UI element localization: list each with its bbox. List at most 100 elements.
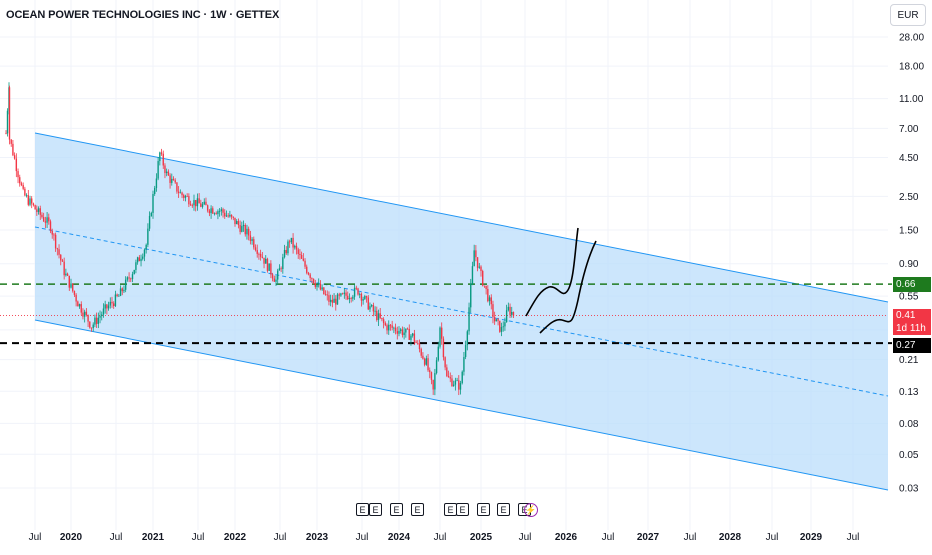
candle-body bbox=[297, 249, 299, 254]
candle-body bbox=[447, 375, 450, 378]
candle-body bbox=[78, 304, 81, 307]
last-price-tag: 0.41 1d 11h bbox=[893, 309, 931, 335]
channel-upper-line bbox=[34, 132, 889, 303]
candle-body bbox=[470, 283, 472, 308]
candle-body bbox=[251, 239, 253, 241]
candle-body bbox=[302, 258, 305, 261]
x-tick-label: 2027 bbox=[637, 532, 660, 543]
candle-body bbox=[321, 287, 323, 290]
candle-body bbox=[403, 332, 405, 335]
candle-body bbox=[326, 294, 328, 296]
candle-body bbox=[95, 317, 98, 324]
candle-body bbox=[290, 237, 293, 243]
candle-body bbox=[229, 214, 231, 217]
candle-body bbox=[478, 266, 480, 268]
candle-body bbox=[241, 226, 243, 232]
candle-body bbox=[200, 203, 202, 207]
candle-body bbox=[429, 370, 431, 373]
candle-body bbox=[181, 192, 183, 196]
candle-body bbox=[376, 310, 378, 321]
candle-body bbox=[507, 306, 510, 311]
x-tick-label: Jul bbox=[110, 532, 123, 543]
candle-body bbox=[369, 306, 371, 310]
candle-body bbox=[377, 313, 380, 321]
candle-body bbox=[335, 298, 337, 305]
earnings-marker[interactable]: E bbox=[477, 503, 490, 516]
candle-body bbox=[196, 198, 199, 207]
candle-body bbox=[101, 314, 103, 317]
candle-body bbox=[430, 372, 433, 380]
candle-body bbox=[331, 299, 334, 303]
candle-body bbox=[89, 321, 91, 328]
candle-body bbox=[256, 250, 258, 254]
earnings-marker[interactable]: E bbox=[497, 503, 510, 516]
candle-body bbox=[461, 371, 463, 384]
candle-body bbox=[242, 225, 245, 227]
x-tick-label: Jul bbox=[684, 532, 697, 543]
candle-body bbox=[48, 217, 50, 222]
earnings-marker[interactable]: E bbox=[390, 503, 403, 516]
candle-body bbox=[382, 319, 385, 324]
candle-body bbox=[425, 358, 428, 365]
candle-body bbox=[147, 228, 149, 245]
candle-body bbox=[244, 225, 246, 235]
x-tick-label: 2028 bbox=[719, 532, 742, 543]
candle-body bbox=[126, 277, 129, 280]
x-tick-label: 2021 bbox=[142, 532, 165, 543]
candle-body bbox=[203, 201, 205, 205]
candle-body bbox=[208, 210, 211, 214]
candle-body bbox=[12, 143, 14, 156]
earnings-marker[interactable]: E bbox=[369, 503, 382, 516]
earnings-marker[interactable]: E bbox=[411, 503, 424, 516]
candle-body bbox=[102, 308, 105, 315]
candle-body bbox=[261, 256, 264, 258]
candle-body bbox=[446, 367, 448, 376]
y-tick-label: 11.00 bbox=[899, 94, 924, 105]
candle-body bbox=[333, 298, 335, 303]
candle-body bbox=[374, 310, 376, 312]
candle-body bbox=[393, 327, 395, 329]
candle-body bbox=[459, 383, 462, 390]
candle-body bbox=[367, 297, 369, 310]
candle-body bbox=[220, 209, 223, 212]
candle-body bbox=[417, 342, 419, 344]
candle-body bbox=[372, 305, 375, 312]
candle-body bbox=[497, 319, 499, 321]
candle-body bbox=[77, 301, 79, 307]
candle-body bbox=[511, 311, 513, 315]
x-tick-label: 2022 bbox=[224, 532, 247, 543]
candle-body bbox=[347, 295, 349, 300]
candle-body bbox=[505, 310, 508, 323]
x-tick-label: Jul bbox=[356, 532, 369, 543]
channel-midline bbox=[34, 226, 889, 397]
candle-body bbox=[463, 356, 465, 372]
candle-body bbox=[92, 324, 94, 329]
candle-body bbox=[299, 253, 301, 256]
candle-body bbox=[318, 283, 320, 286]
currency-button[interactable]: EUR bbox=[890, 4, 926, 26]
candle-body bbox=[309, 274, 311, 279]
candle-body bbox=[206, 205, 209, 211]
x-tick-label: 2024 bbox=[388, 532, 411, 543]
candle-body bbox=[42, 217, 45, 222]
candle-body bbox=[352, 296, 354, 299]
candle-body bbox=[370, 305, 373, 307]
earnings-marker[interactable]: E bbox=[356, 503, 369, 516]
candle-body bbox=[213, 213, 216, 215]
candle-body bbox=[336, 294, 339, 305]
candle-body bbox=[31, 198, 33, 204]
candle-body bbox=[128, 277, 130, 279]
candle-body bbox=[75, 294, 77, 302]
projection-path-1 bbox=[525, 227, 579, 317]
candle-body bbox=[51, 230, 53, 235]
candle-body bbox=[254, 247, 257, 251]
earnings-marker[interactable]: E bbox=[456, 503, 469, 516]
y-tick-label: 0.55 bbox=[899, 292, 919, 303]
dividend-bolt-icon[interactable]: ⚡ bbox=[524, 503, 538, 517]
x-tick-label: 2020 bbox=[60, 532, 83, 543]
candle-body bbox=[270, 263, 272, 275]
candle-body bbox=[258, 253, 260, 255]
candle-body bbox=[36, 209, 38, 212]
